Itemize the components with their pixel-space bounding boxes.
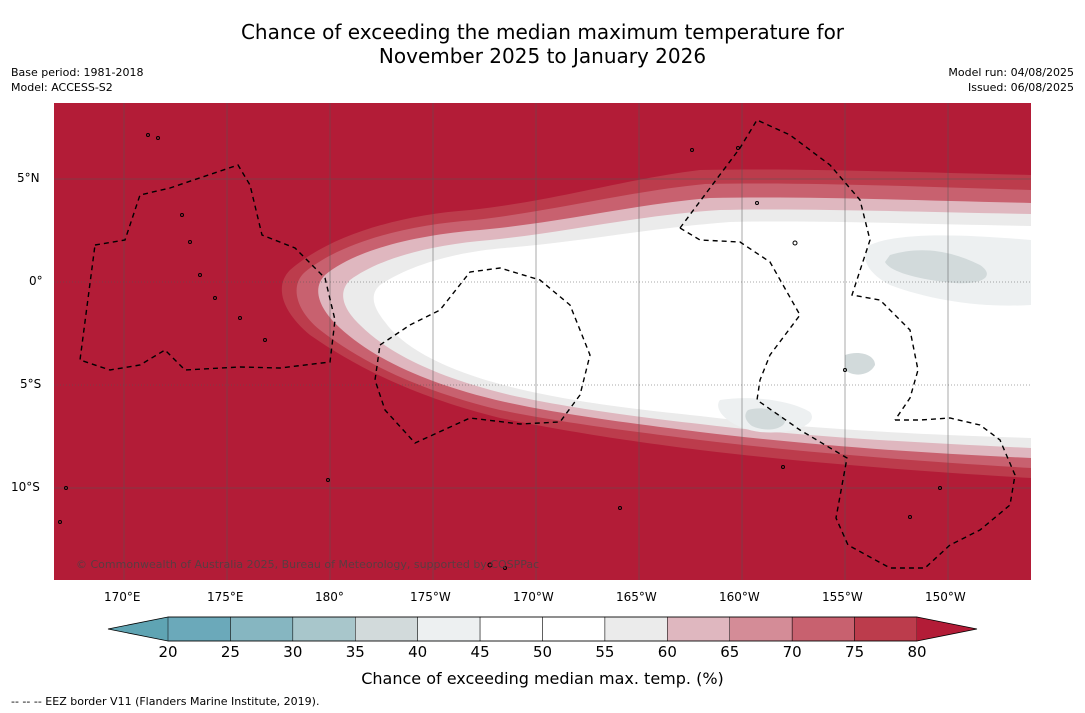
model-run-text: Model run: 04/08/2025: [948, 66, 1074, 79]
meta-right: Model run: 04/08/2025 Issued: 06/08/2025: [948, 65, 1074, 95]
issued-text: Issued: 06/08/2025: [967, 81, 1074, 94]
eez-footnote: -- -- -- EEZ border V11 (Flanders Marine…: [11, 695, 320, 708]
colorbar-label: Chance of exceeding median max. temp. (%…: [361, 669, 724, 688]
eez-kiribati-line: [679, 119, 919, 421]
colorbar: [107, 616, 978, 642]
band-40-a: [885, 250, 987, 284]
colorbar-cell: [604, 616, 668, 642]
graticule: [54, 103, 1031, 580]
colorbar-tick-label: 60: [657, 643, 677, 661]
colorbar-cell: [167, 616, 231, 642]
lon-tick-170e: 170°E: [104, 590, 141, 604]
lon-tick-180: 180°: [315, 590, 344, 604]
lon-tick-170w: 170°W: [513, 590, 554, 604]
colorbar-tick-label: 55: [595, 643, 615, 661]
colorbar-outline: [107, 616, 978, 642]
colorbar-tick-label: 75: [845, 643, 865, 661]
eez-kiribati-phoenix: [374, 267, 591, 444]
map-panel: [54, 103, 1031, 580]
islands: [58, 133, 942, 570]
colorbar-tick-label: 80: [907, 643, 927, 661]
lon-tick-175e: 175°E: [207, 590, 244, 604]
lat-tick-5n: 5°N: [17, 171, 40, 185]
colorbar-tick-label: 70: [782, 643, 802, 661]
colorbar-tick-label: 65: [720, 643, 740, 661]
colorbar-extend-high: [917, 617, 977, 641]
colorbar-cell: [292, 616, 356, 642]
eez-borders: [79, 119, 1016, 569]
colorbar-tick-label: 45: [470, 643, 490, 661]
lon-tick-165w: 165°W: [616, 590, 657, 604]
eez-kiribati-gilbert: [79, 164, 336, 371]
colorbar-cell: [542, 616, 606, 642]
colorbar-cell: [854, 616, 918, 642]
copyright-text: © Commonwealth of Australia 2025, Bureau…: [76, 558, 540, 571]
map-title: Chance of exceeding the median maximum t…: [0, 20, 1085, 68]
colorbar-cell: [479, 616, 543, 642]
colorbar-cell: [417, 616, 481, 642]
lat-tick-10s: 10°S: [11, 480, 40, 494]
band-40-c: [845, 353, 875, 375]
lat-tick-5s: 5°S: [20, 377, 42, 391]
lat-tick-0: 0°: [29, 274, 43, 288]
colorbar-tick-label: 40: [408, 643, 428, 661]
lon-tick-155w: 155°W: [822, 590, 863, 604]
band-40-b: [745, 408, 785, 430]
colorbar-tick-label: 35: [345, 643, 365, 661]
meta-left: Base period: 1981-2018 Model: ACCESS-S2: [11, 65, 143, 95]
colorbar-tick-label: 30: [283, 643, 303, 661]
lon-tick-160w: 160°W: [719, 590, 760, 604]
eez-line-west: [679, 227, 1016, 569]
model-text: Model: ACCESS-S2: [11, 81, 113, 94]
colorbar-extend-low: [108, 617, 168, 641]
colorbar-cell: [355, 616, 418, 642]
colorbar-cell: [791, 616, 855, 642]
colorbar-tick-label: 20: [158, 643, 178, 661]
colorbar-cell: [729, 616, 793, 642]
title-line-2: November 2025 to January 2026: [378, 44, 707, 68]
base-period-text: Base period: 1981-2018: [11, 66, 144, 79]
colorbar-cell: [667, 616, 730, 642]
lon-tick-150w: 150°W: [925, 590, 966, 604]
band-55: [373, 221, 1031, 438]
colorbar-tick-label: 25: [220, 643, 240, 661]
colorbar-tick-label: 50: [532, 643, 553, 661]
colorbar-cells: [167, 616, 918, 642]
title-line-1: Chance of exceeding the median maximum t…: [240, 20, 845, 44]
colorbar-cell: [230, 616, 294, 642]
lon-tick-175w: 175°W: [410, 590, 451, 604]
